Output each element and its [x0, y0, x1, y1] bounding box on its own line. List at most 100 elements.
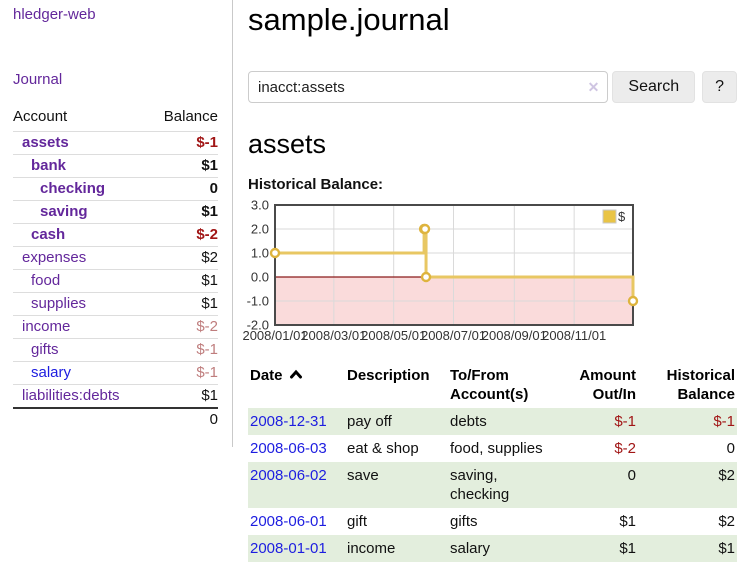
account-balance: $1 [148, 384, 218, 408]
sidebar-account-link-supplies[interactable]: supplies [31, 295, 87, 312]
account-name-cell: income [13, 315, 149, 339]
register-cell-accounts: salary [448, 535, 548, 562]
account-row: checking 0 [13, 177, 218, 201]
clear-search-icon[interactable]: ✕ [587, 79, 600, 95]
account-balance: $-1 [148, 131, 218, 155]
register-header-balance-line2: Balance [677, 386, 735, 403]
account-balance: $1 [148, 200, 218, 224]
register-cell-description: eat & shop [347, 440, 419, 457]
transaction-date-link[interactable]: 2008-01-01 [250, 540, 327, 557]
register-cell-description: save [345, 462, 448, 508]
account-row: saving $1 [13, 200, 218, 224]
account-row: assets $-1 [13, 131, 218, 155]
sidebar-account-link-liabilities-debts[interactable]: liabilities:debts [22, 387, 120, 404]
register-header-date[interactable]: Date [248, 364, 345, 408]
svg-text:2008/01/01: 2008/01/01 [242, 328, 307, 343]
sidebar-account-link-bank[interactable]: bank [31, 157, 67, 174]
register-cell-amount: $1 [619, 513, 636, 530]
register-header-amount-line2: Out/In [592, 386, 636, 403]
transaction-date-link[interactable]: 2008-06-02 [250, 467, 327, 484]
account-name-cell: salary [13, 361, 149, 385]
register-row: 2008-06-03 eat & shop food, supplies $-2 0 [248, 435, 737, 462]
historical-balance-label: Historical Balance: [248, 176, 384, 193]
svg-text:2008/03/01: 2008/03/01 [301, 328, 366, 343]
svg-text:2008/05/01: 2008/05/01 [361, 328, 426, 343]
account-row: supplies $1 [13, 292, 218, 316]
main-content: sample.journal ✕ Search ? assets Histori… [242, 0, 737, 562]
register-table: Date Description To/From Account(s) Amou… [248, 364, 737, 562]
register-header-date-label: Date [250, 367, 283, 384]
svg-text:-1.0: -1.0 [247, 294, 269, 309]
accounts-total-row: 0 [13, 407, 218, 430]
account-name-cell: food [13, 269, 149, 293]
sidebar-account-link-salary[interactable]: salary [31, 364, 72, 381]
account-row: cash $-2 [13, 223, 218, 247]
register-cell-description: income [345, 535, 448, 562]
register-row: 2008-06-01 gift gifts $1 $2 [248, 508, 737, 535]
search-input[interactable] [248, 71, 609, 103]
account-balance: $1 [148, 154, 218, 178]
account-row: bank $1 [13, 154, 218, 178]
brand-link[interactable]: hledger-web [13, 6, 96, 23]
page-title: sample.journal [248, 2, 450, 37]
register-cell-date: 2008-12-31 [248, 408, 345, 435]
sidebar-account-link-gifts[interactable]: gifts [31, 341, 59, 358]
search-button[interactable]: Search [612, 71, 696, 103]
account-heading: assets [248, 129, 327, 159]
register-cell-description: pay off [345, 408, 448, 435]
accounts-header-balance: Balance [163, 108, 218, 125]
svg-text:3.0: 3.0 [251, 198, 269, 213]
register-cell-balance: $-1 [638, 408, 737, 435]
account-row: food $1 [13, 269, 218, 293]
transaction-date-link[interactable]: 2008-06-03 [250, 440, 327, 457]
register-cell-amount: $-1 [548, 408, 638, 435]
register-header-accounts: To/From Account(s) [448, 364, 548, 408]
register-row: 2008-12-31 pay off debts $-1 $-1 [248, 408, 737, 435]
account-balance: $-2 [148, 315, 218, 339]
register-cell-date: 2008-06-03 [248, 435, 345, 462]
account-name-cell: bank [13, 154, 149, 178]
account-row: expenses $2 [13, 246, 218, 270]
register-header-balance: Historical Balance [638, 364, 737, 408]
account-balance: $1 [148, 269, 218, 293]
register-cell-amount: $1 [548, 535, 638, 562]
register-header-accounts-line2: Account(s) [450, 386, 529, 403]
sidebar-account-link-assets[interactable]: assets [22, 134, 69, 151]
sort-ascending-icon [289, 369, 302, 379]
sidebar-account-link-cash[interactable]: cash [31, 226, 66, 243]
account-name-cell: assets [13, 131, 149, 155]
sidebar-item-journal[interactable]: Journal [13, 71, 63, 88]
sidebar-account-link-saving[interactable]: saving [40, 203, 88, 220]
register-header-accounts-line1: To/From [450, 367, 509, 384]
transaction-date-link[interactable]: 2008-06-01 [250, 513, 327, 530]
accounts-body: assets $-1 bank $1 checking 0 saving $1 cash $-2 e… [13, 131, 218, 408]
register-header-amount: Amount Out/In [548, 364, 638, 408]
account-row: liabilities:debts $1 [13, 384, 218, 408]
account-name-cell: checking [13, 177, 149, 201]
register-cell-amount: 0 [548, 462, 638, 508]
sidebar-account-link-expenses[interactable]: expenses [22, 249, 87, 266]
historical-balance-chart: 3.0 2.0 1.0 0.0 -1.0 -2.02008/01/012008/03/01… [242, 198, 639, 343]
search-input-wrap: ✕ [248, 71, 609, 103]
register-cell-date: 2008-06-02 [248, 462, 345, 508]
account-balance: 0 [148, 177, 218, 201]
account-name-cell: supplies [13, 292, 149, 316]
register-header-description: Description [347, 367, 430, 384]
svg-text:2008/09/01: 2008/09/01 [482, 328, 547, 343]
svg-text:-2.0: -2.0 [247, 318, 269, 333]
accounts-header-account: Account [13, 108, 68, 125]
account-name-cell: liabilities:debts [13, 384, 149, 408]
accounts-total-balance: 0 [148, 407, 218, 430]
transaction-date-link[interactable]: 2008-12-31 [250, 413, 327, 430]
accounts-total-spacer [13, 407, 149, 430]
help-button[interactable]: ? [702, 71, 737, 103]
account-name-cell: cash [13, 223, 149, 247]
account-name-cell: gifts [13, 338, 149, 362]
register-cell-accounts: saving, checking [448, 462, 548, 508]
sidebar-account-link-checking[interactable]: checking [40, 180, 106, 197]
sidebar: hledger-web Journal Account Balance asse… [0, 0, 233, 447]
sidebar-account-link-income[interactable]: income [22, 318, 71, 335]
register-header-balance-line1: Historical [666, 367, 735, 384]
sidebar-account-link-food[interactable]: food [31, 272, 61, 289]
account-row: salary $-1 [13, 361, 218, 385]
